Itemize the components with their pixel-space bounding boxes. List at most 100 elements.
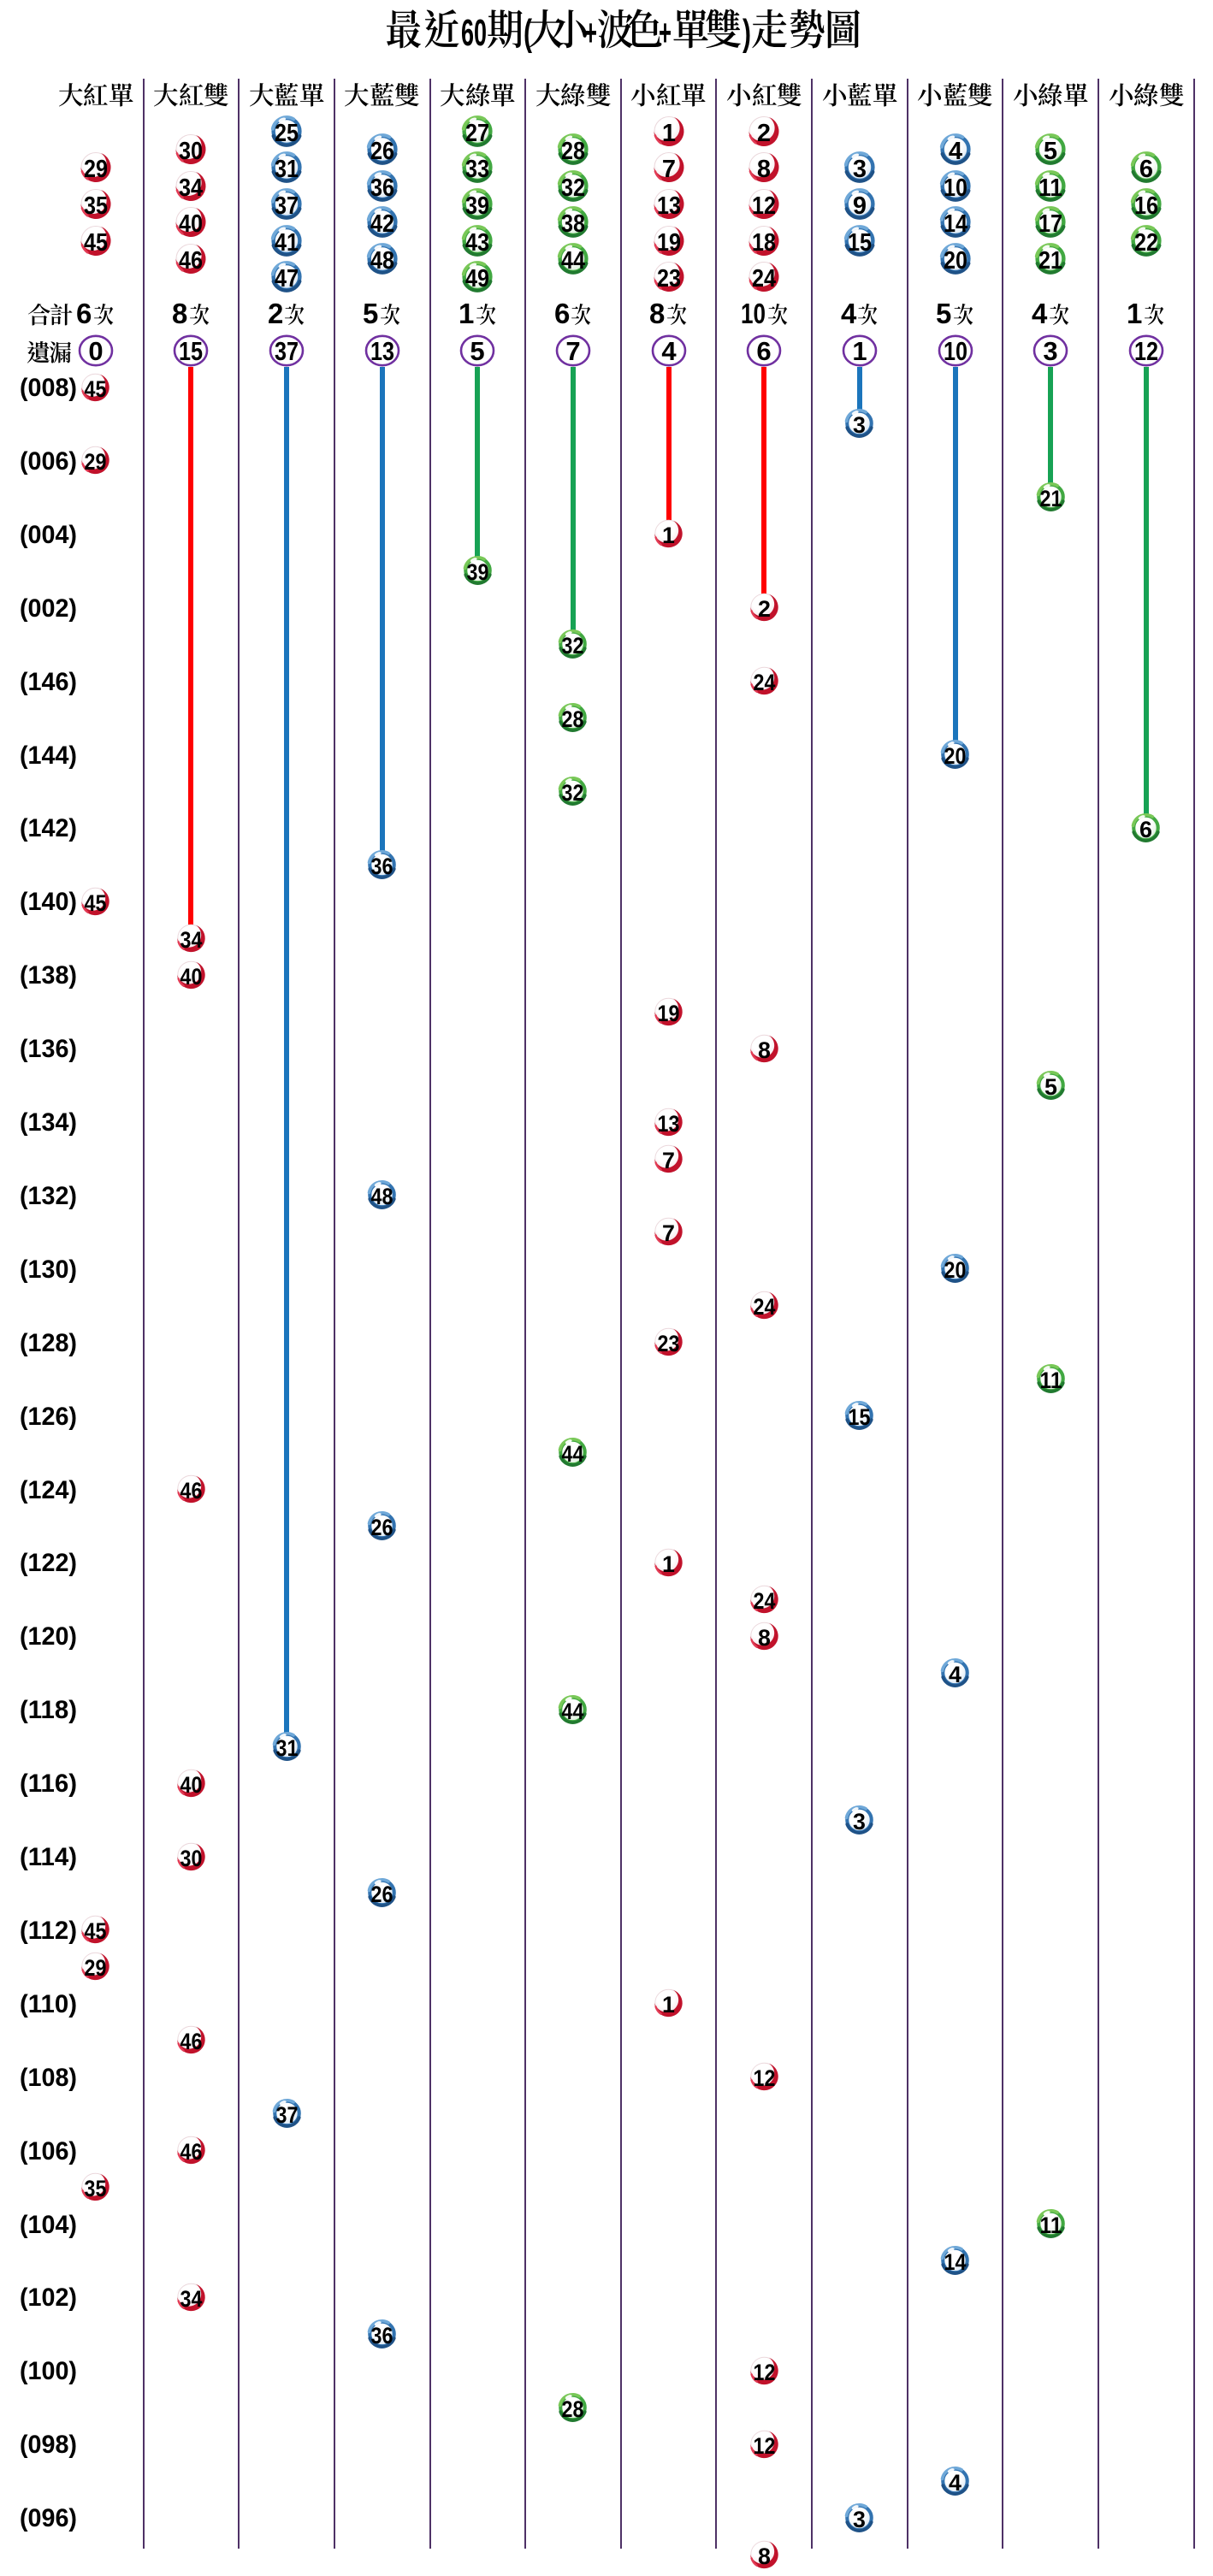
- svg-text:45: 45: [85, 890, 107, 916]
- svg-text:(134): (134): [20, 1108, 77, 1137]
- svg-text:15: 15: [179, 336, 203, 366]
- svg-text:4: 4: [949, 1662, 962, 1687]
- svg-text:41: 41: [275, 229, 299, 257]
- svg-text:24: 24: [752, 265, 776, 292]
- svg-text:24: 24: [753, 670, 775, 695]
- svg-text:29: 29: [85, 1955, 107, 1981]
- svg-text:46: 46: [179, 247, 203, 275]
- svg-text:8: 8: [649, 298, 665, 329]
- svg-text:29: 29: [85, 449, 107, 475]
- svg-text:1: 1: [852, 336, 867, 366]
- svg-text:14: 14: [944, 2249, 967, 2275]
- svg-text:3: 3: [853, 1808, 866, 1834]
- svg-text:44: 44: [562, 1698, 584, 1723]
- svg-text:(142): (142): [20, 814, 77, 842]
- svg-text:36: 36: [371, 854, 393, 879]
- svg-text:12: 12: [1134, 336, 1158, 366]
- svg-text:3: 3: [853, 412, 866, 438]
- svg-text:8: 8: [758, 2543, 771, 2568]
- svg-text:45: 45: [85, 1918, 107, 1944]
- svg-text:34: 34: [180, 2286, 202, 2312]
- svg-text:40: 40: [179, 210, 203, 238]
- svg-text:(108): (108): [20, 2063, 77, 2091]
- svg-text:11: 11: [1039, 1368, 1062, 1393]
- svg-text:28: 28: [562, 706, 584, 732]
- svg-text:40: 40: [180, 963, 202, 989]
- svg-text:12: 12: [752, 192, 776, 220]
- svg-text:44: 44: [562, 1441, 584, 1467]
- svg-text:(118): (118): [20, 1696, 77, 1724]
- svg-text:(110): (110): [20, 1990, 77, 2018]
- svg-text:10: 10: [944, 336, 967, 366]
- svg-text:5: 5: [1044, 138, 1057, 165]
- svg-text:20: 20: [944, 743, 967, 769]
- svg-text:(096): (096): [20, 2504, 77, 2532]
- svg-text:39: 39: [466, 559, 488, 585]
- svg-text:46: 46: [180, 2029, 202, 2054]
- svg-text:8: 8: [172, 298, 187, 329]
- svg-text:17: 17: [1038, 210, 1062, 238]
- svg-text:2: 2: [758, 596, 771, 622]
- svg-text:15: 15: [849, 1404, 871, 1430]
- svg-text:(098): (098): [20, 2431, 77, 2459]
- svg-text:8: 8: [758, 1625, 771, 1651]
- svg-text:39: 39: [465, 192, 489, 220]
- svg-text:38: 38: [561, 210, 585, 238]
- svg-text:5: 5: [1044, 1073, 1057, 1099]
- svg-text:27: 27: [465, 120, 489, 147]
- svg-text:36: 36: [371, 2323, 393, 2349]
- svg-text:6: 6: [554, 298, 570, 329]
- svg-text:26: 26: [371, 1515, 393, 1540]
- svg-text:11: 11: [1039, 2213, 1062, 2238]
- svg-text:10: 10: [741, 298, 766, 329]
- svg-text:9: 9: [853, 192, 867, 220]
- svg-text:47: 47: [275, 265, 299, 292]
- svg-text:18: 18: [752, 229, 776, 257]
- svg-text:(124): (124): [20, 1475, 77, 1504]
- svg-text:13: 13: [370, 336, 394, 366]
- svg-text:11: 11: [1038, 174, 1062, 202]
- svg-text:43: 43: [465, 229, 489, 257]
- svg-text:42: 42: [370, 210, 394, 238]
- svg-text:4: 4: [1032, 298, 1048, 329]
- svg-text:7: 7: [662, 1220, 675, 1246]
- svg-text:5: 5: [936, 298, 951, 329]
- svg-text:(120): (120): [20, 1622, 77, 1651]
- svg-text:(136): (136): [20, 1035, 77, 1063]
- svg-text:4: 4: [949, 2469, 962, 2495]
- svg-text:37: 37: [275, 2102, 298, 2128]
- svg-text:20: 20: [944, 1257, 967, 1283]
- svg-text:(130): (130): [20, 1256, 77, 1284]
- svg-text:23: 23: [657, 265, 681, 292]
- svg-text:(106): (106): [20, 2136, 77, 2165]
- svg-text:37: 37: [275, 192, 299, 220]
- svg-text:5: 5: [363, 298, 378, 329]
- svg-text:49: 49: [465, 265, 489, 292]
- svg-text:19: 19: [658, 1000, 680, 1025]
- svg-text:21: 21: [1038, 247, 1062, 275]
- svg-text:(100): (100): [20, 2357, 77, 2385]
- svg-text:14: 14: [944, 210, 967, 238]
- svg-text:26: 26: [371, 1882, 393, 1907]
- svg-text:3: 3: [853, 157, 867, 184]
- svg-text:36: 36: [370, 174, 394, 202]
- svg-text:45: 45: [85, 375, 107, 401]
- svg-text:13: 13: [657, 192, 681, 220]
- svg-text:1: 1: [662, 523, 675, 548]
- svg-text:1: 1: [1127, 298, 1142, 329]
- svg-text:1: 1: [662, 120, 676, 147]
- svg-text:15: 15: [848, 229, 872, 257]
- svg-text:28: 28: [562, 2396, 584, 2422]
- svg-text:12: 12: [753, 2432, 775, 2458]
- svg-text:+: +: [584, 12, 597, 54]
- svg-text:28: 28: [561, 138, 585, 165]
- svg-text:24: 24: [753, 1588, 775, 1614]
- svg-text:48: 48: [370, 247, 394, 275]
- svg-text:(138): (138): [20, 961, 77, 990]
- svg-text:3: 3: [1043, 336, 1057, 366]
- svg-text:(112): (112): [20, 1917, 77, 1945]
- svg-text:34: 34: [180, 927, 202, 953]
- svg-text:(102): (102): [20, 2284, 77, 2312]
- svg-text:(146): (146): [20, 667, 77, 695]
- svg-text:35: 35: [84, 192, 108, 220]
